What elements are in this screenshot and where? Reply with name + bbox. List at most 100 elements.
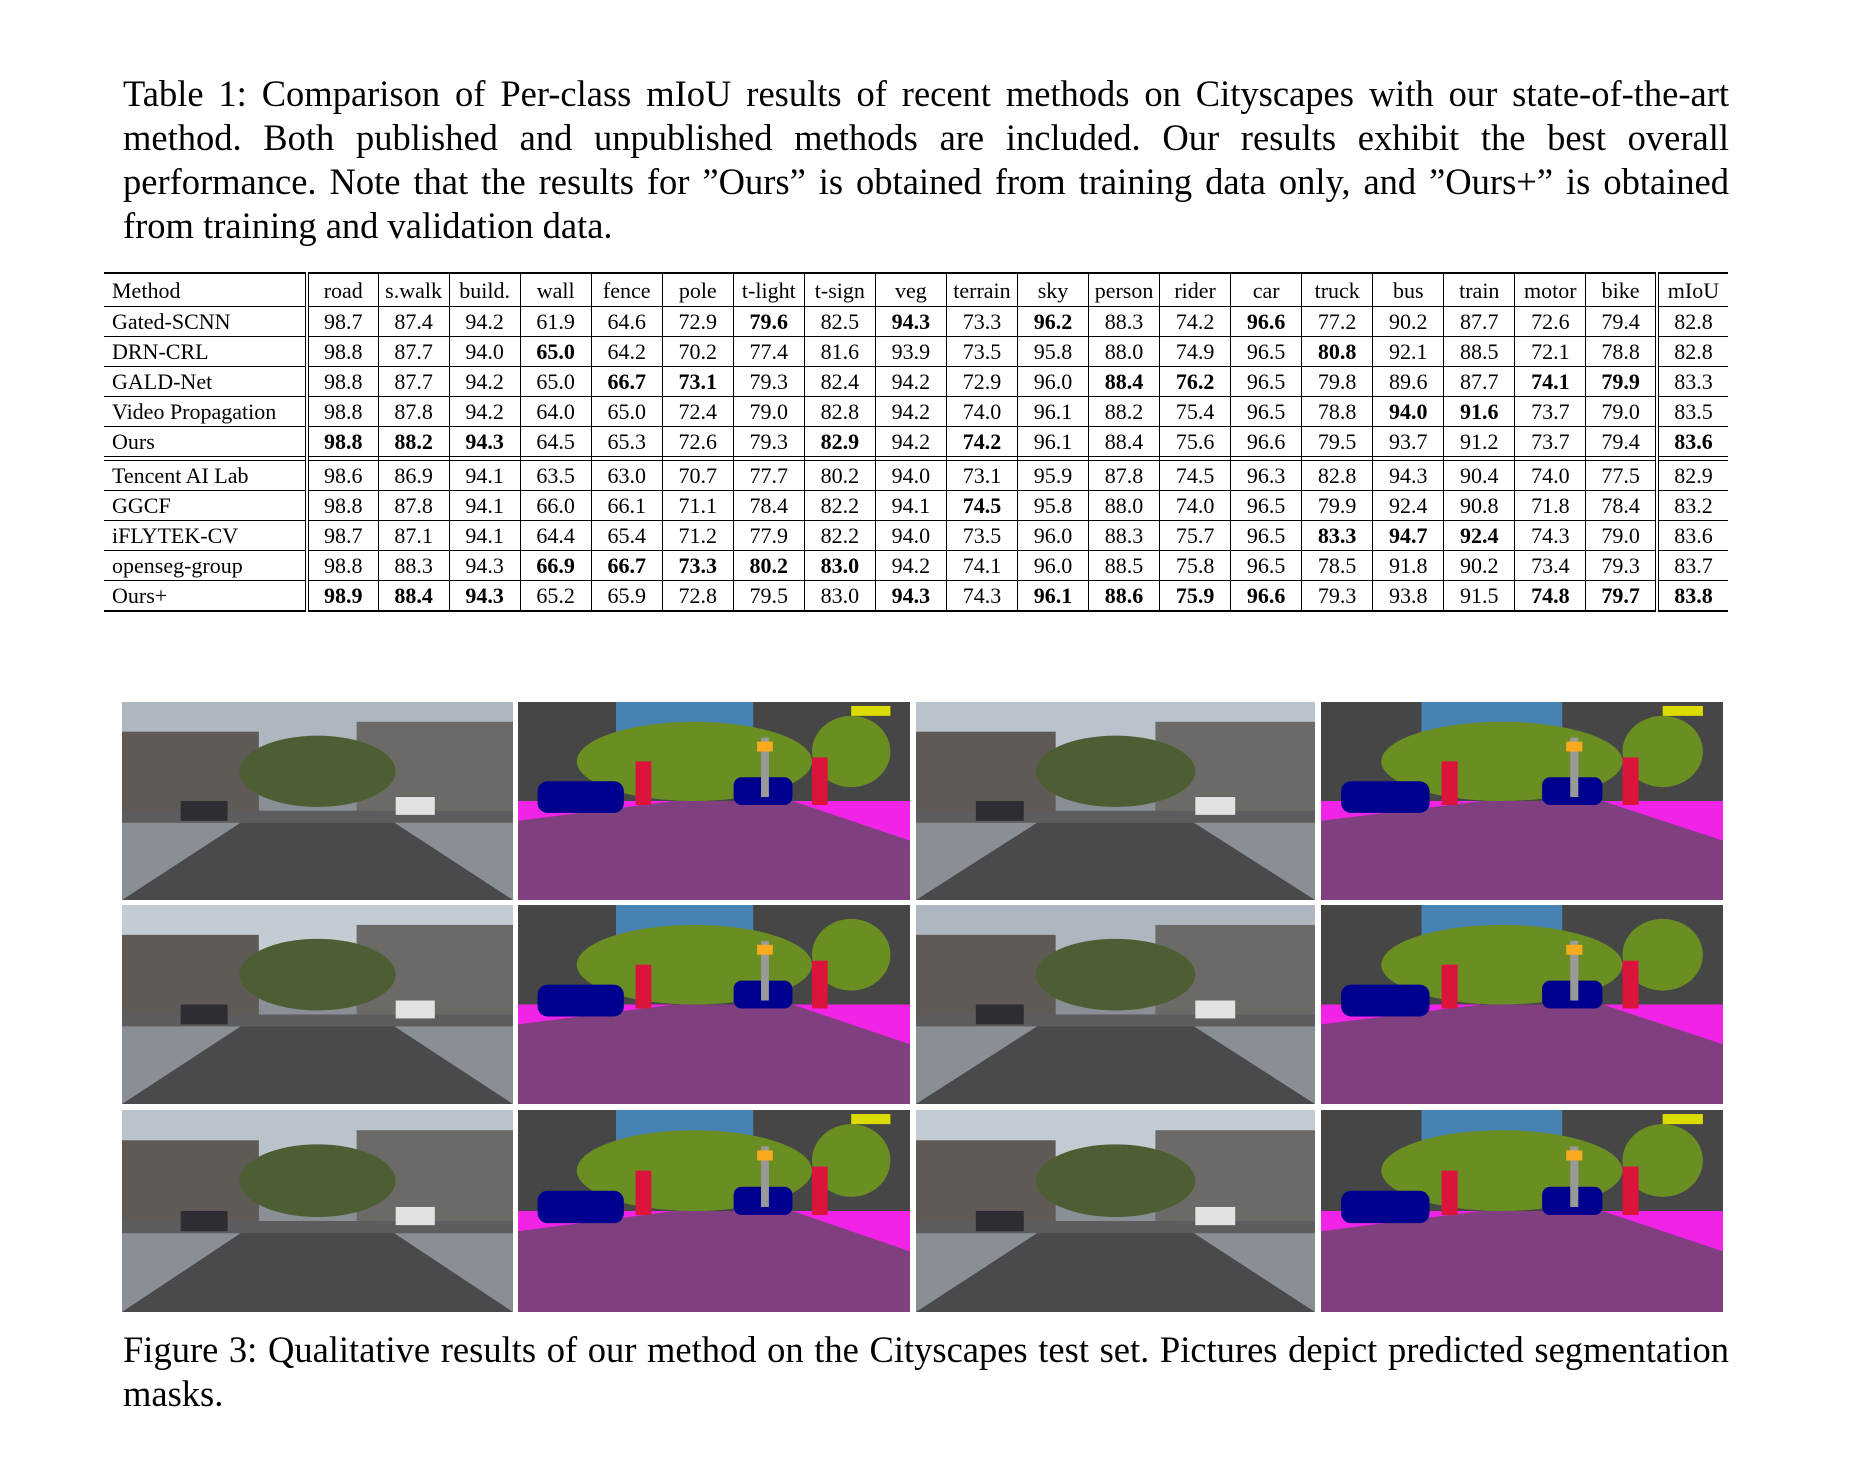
score-cell: 88.3 <box>1088 520 1160 551</box>
score-cell: 78.5 <box>1301 550 1373 581</box>
score-cell: 81.6 <box>803 336 876 367</box>
score-cell: 87.4 <box>377 306 450 337</box>
segmentation-mask-image <box>1321 1110 1723 1312</box>
score-cell: 77.9 <box>732 520 805 551</box>
score-cell: 65.2 <box>519 580 592 612</box>
score-cell: 83.0 <box>803 550 876 581</box>
score-cell: 90.2 <box>1443 550 1515 581</box>
table-row: Ours+ 98.9 88.4 94.3 65.2 65.9 72.8 79.5 83.0 94.… <box>104 580 1728 612</box>
score-cell: 83.6 <box>1654 426 1728 457</box>
score-cell: 79.5 <box>732 580 805 612</box>
score-cell: 66.1 <box>590 490 663 521</box>
score-cell: 83.3 <box>1301 520 1373 551</box>
table-row: DRN-CRL 98.8 87.7 94.0 65.0 64.2 70.2 77.4 81.6 9… <box>104 336 1728 367</box>
score-cell: 80.8 <box>1301 336 1373 367</box>
results-table: Method road s.walk build. wall fence pole t-lig… <box>104 272 1728 612</box>
score-cell: 74.1 <box>1514 366 1586 397</box>
score-cell: 91.8 <box>1372 550 1444 581</box>
figure-caption: Figure 3: Qualitative results of our met… <box>123 1329 1729 1414</box>
segmentation-mask-image <box>518 1110 910 1312</box>
score-cell: 70.2 <box>661 336 734 367</box>
score-cell: 94.2 <box>448 306 521 337</box>
score-cell: 74.0 <box>1514 460 1586 491</box>
score-cell: 74.3 <box>945 580 1018 612</box>
score-cell: 74.9 <box>1159 336 1231 367</box>
score-cell: 92.1 <box>1372 336 1444 367</box>
score-cell: 98.8 <box>304 426 379 457</box>
score-cell: 98.8 <box>304 396 379 427</box>
score-cell: 79.3 <box>732 426 805 457</box>
score-cell: 91.6 <box>1443 396 1515 427</box>
column-header: road <box>304 272 379 307</box>
score-cell: 73.7 <box>1514 426 1586 457</box>
score-cell: 74.5 <box>1159 460 1231 491</box>
segmentation-mask-image <box>1321 702 1723 900</box>
score-cell: 64.4 <box>519 520 592 551</box>
score-cell: 96.6 <box>1230 306 1302 337</box>
score-cell: 90.8 <box>1443 490 1515 521</box>
score-cell: 86.9 <box>377 460 450 491</box>
group-separator <box>104 456 1728 461</box>
score-cell: 83.6 <box>1654 520 1728 551</box>
table-body: Gated-SCNN 98.7 87.4 94.2 61.9 64.6 72.9 79.6 82… <box>104 306 1728 612</box>
score-cell: 88.3 <box>1088 306 1160 337</box>
method-name: Video Propagation <box>104 396 307 427</box>
score-cell: 82.8 <box>1301 460 1373 491</box>
score-cell: 96.6 <box>1230 426 1302 457</box>
score-cell: 93.7 <box>1372 426 1444 457</box>
street-scene-image <box>916 702 1315 900</box>
score-cell: 73.3 <box>945 306 1018 337</box>
score-cell: 79.8 <box>1301 366 1373 397</box>
score-cell: 72.9 <box>945 366 1018 397</box>
score-cell: 94.1 <box>448 460 521 491</box>
score-cell: 94.3 <box>874 306 947 337</box>
score-cell: 73.5 <box>945 336 1018 367</box>
score-cell: 75.4 <box>1159 396 1231 427</box>
score-cell: 63.5 <box>519 460 592 491</box>
score-cell: 65.0 <box>519 366 592 397</box>
score-cell: 87.7 <box>1443 366 1515 397</box>
score-cell: 92.4 <box>1372 490 1444 521</box>
score-cell: 94.0 <box>874 520 947 551</box>
score-cell: 96.6 <box>1230 580 1302 612</box>
score-cell: 88.2 <box>377 426 450 457</box>
column-header: car <box>1230 272 1302 307</box>
score-cell: 73.1 <box>945 460 1018 491</box>
score-cell: 65.9 <box>590 580 663 612</box>
street-scene-image <box>122 905 513 1104</box>
score-cell: 66.7 <box>590 366 663 397</box>
street-scene-image <box>122 1110 513 1312</box>
column-header: t-sign <box>803 272 876 307</box>
score-cell: 66.9 <box>519 550 592 581</box>
score-cell: 74.8 <box>1514 580 1586 612</box>
score-cell: 72.8 <box>661 580 734 612</box>
score-cell: 82.8 <box>1654 306 1728 337</box>
score-cell: 87.7 <box>1443 306 1515 337</box>
score-cell: 98.9 <box>304 580 379 612</box>
score-cell: 87.8 <box>377 396 450 427</box>
score-cell: 78.8 <box>1585 336 1657 367</box>
score-cell: 72.4 <box>661 396 734 427</box>
score-cell: 71.2 <box>661 520 734 551</box>
score-cell: 94.2 <box>874 426 947 457</box>
score-cell: 79.9 <box>1301 490 1373 521</box>
score-cell: 77.4 <box>732 336 805 367</box>
score-cell: 95.9 <box>1016 460 1089 491</box>
score-cell: 73.5 <box>945 520 1018 551</box>
score-cell: 98.8 <box>304 336 379 367</box>
score-cell: 79.0 <box>1585 396 1657 427</box>
score-cell: 82.9 <box>1654 460 1728 491</box>
score-cell: 96.5 <box>1230 396 1302 427</box>
score-cell: 87.7 <box>377 336 450 367</box>
score-cell: 88.5 <box>1443 336 1515 367</box>
column-header: bus <box>1372 272 1444 307</box>
score-cell: 92.4 <box>1443 520 1515 551</box>
method-name: openseg-group <box>104 550 307 581</box>
score-cell: 88.4 <box>377 580 450 612</box>
score-cell: 74.2 <box>945 426 1018 457</box>
score-cell: 90.2 <box>1372 306 1444 337</box>
score-cell: 83.8 <box>1654 580 1728 612</box>
score-cell: 98.8 <box>304 366 379 397</box>
score-cell: 83.7 <box>1654 550 1728 581</box>
method-name: GALD-Net <box>104 366 307 397</box>
